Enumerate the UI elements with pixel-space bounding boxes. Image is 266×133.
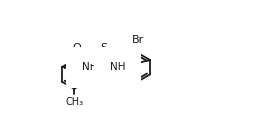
Text: NH: NH [110,62,125,72]
Text: Br: Br [131,35,144,45]
Text: O: O [72,43,81,53]
Text: S: S [101,43,108,53]
Text: CH₃: CH₃ [65,97,83,107]
Text: NH: NH [82,62,98,72]
